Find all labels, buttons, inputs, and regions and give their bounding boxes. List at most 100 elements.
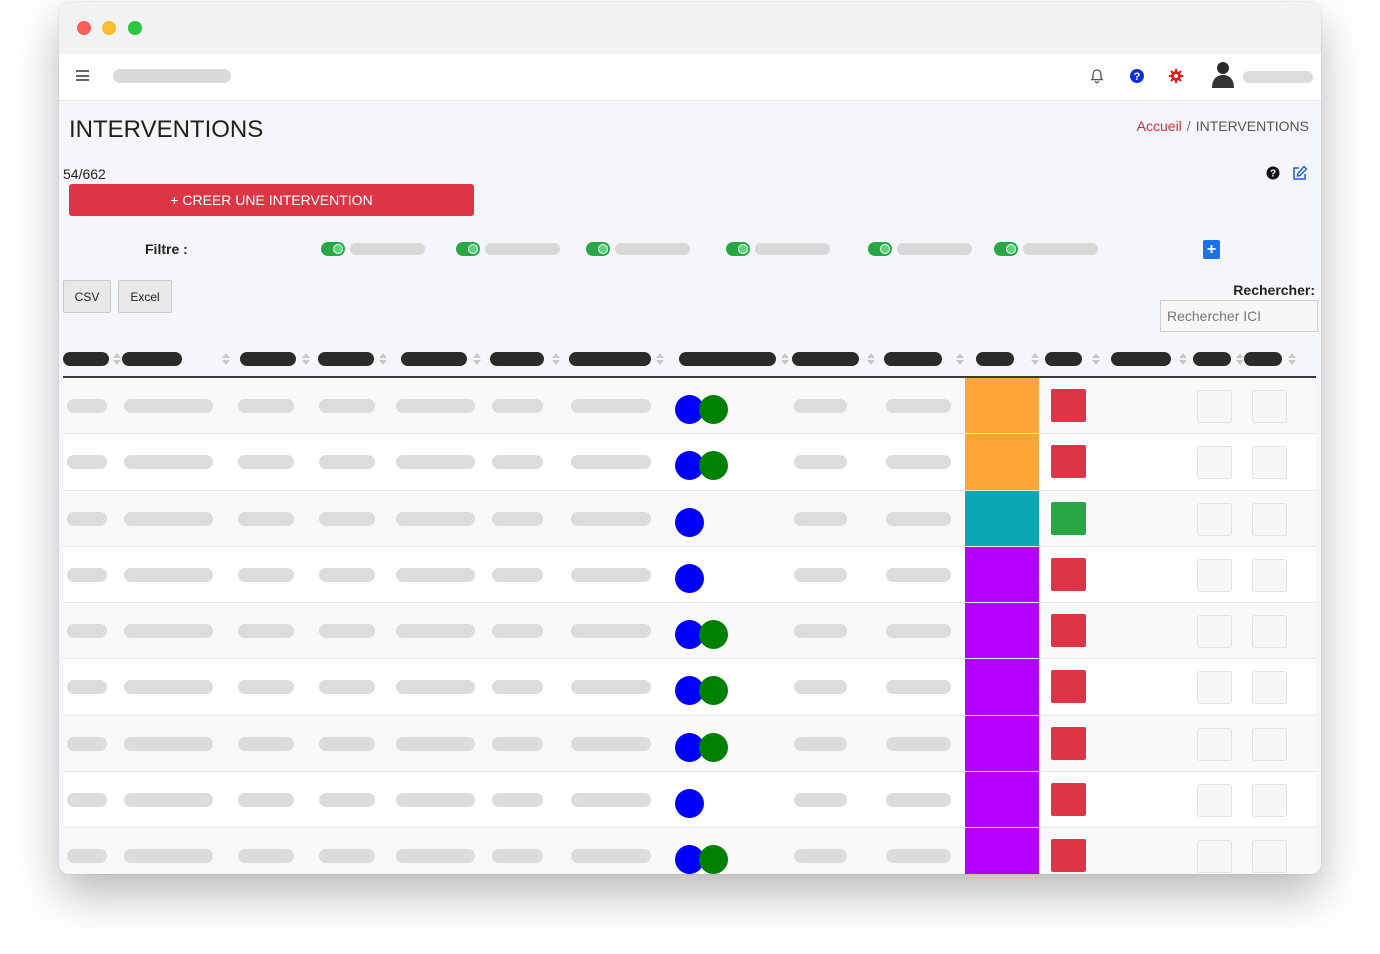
row-action-button[interactable] (1252, 558, 1287, 592)
row-action-button[interactable] (1197, 727, 1232, 761)
filter-label-placeholder (350, 243, 425, 255)
breadcrumb-separator: / (1186, 118, 1191, 134)
excel-export-button[interactable]: Excel (118, 280, 172, 313)
table-cell-placeholder (886, 399, 951, 413)
filter-toggle[interactable] (321, 242, 345, 256)
table-row[interactable] (63, 603, 1316, 660)
row-action-button[interactable] (1252, 727, 1287, 761)
row-action-button[interactable] (1197, 390, 1232, 423)
filter-toggle[interactable] (994, 242, 1018, 256)
filter-toggle[interactable] (868, 242, 892, 256)
row-action-button[interactable] (1252, 784, 1287, 818)
sort-arrows-icon[interactable] (302, 352, 310, 366)
close-window-button[interactable] (77, 21, 91, 35)
table-cell-placeholder (396, 511, 475, 526)
table-row[interactable] (63, 715, 1316, 773)
sort-arrows-icon[interactable] (781, 352, 789, 366)
row-action-button[interactable] (1252, 615, 1287, 649)
gear-icon[interactable] (1168, 68, 1184, 84)
table-row[interactable] (63, 434, 1316, 491)
table-cell-placeholder (794, 455, 847, 470)
help-icon[interactable]: ? (1266, 166, 1280, 180)
row-action-button[interactable] (1197, 502, 1232, 536)
row-action-button[interactable] (1197, 615, 1232, 649)
row-action-button[interactable] (1197, 446, 1232, 480)
table-row[interactable] (63, 378, 1316, 435)
sort-arrows-icon[interactable] (956, 352, 964, 366)
filter-toggle[interactable] (456, 242, 480, 256)
column-header[interactable] (1045, 352, 1082, 366)
table-cell-placeholder (492, 793, 543, 808)
column-header[interactable] (1244, 352, 1282, 366)
row-action-button[interactable] (1197, 671, 1232, 705)
column-header[interactable] (63, 352, 109, 366)
sort-arrows-icon[interactable] (1236, 352, 1244, 366)
add-filter-button[interactable]: + (1203, 240, 1220, 259)
user-name-placeholder[interactable] (1243, 71, 1313, 83)
column-header[interactable] (569, 352, 651, 366)
table-cell-placeholder (794, 567, 847, 582)
edit-icon[interactable] (1292, 165, 1308, 181)
table-cell-placeholder (571, 567, 651, 582)
sort-arrows-icon[interactable] (1092, 352, 1100, 366)
column-header[interactable] (976, 352, 1014, 366)
column-header[interactable] (792, 352, 859, 366)
green-indicator-dot (699, 676, 728, 706)
row-action-button[interactable] (1252, 671, 1287, 705)
column-header[interactable] (318, 352, 374, 366)
table-row[interactable] (63, 828, 1316, 874)
sort-arrows-icon[interactable] (473, 352, 481, 366)
filter-toggle[interactable] (726, 242, 750, 256)
breadcrumb-home-link[interactable]: Accueil (1136, 118, 1182, 134)
table-body (63, 378, 1316, 874)
table-row[interactable] (63, 772, 1316, 829)
row-action-button[interactable] (1252, 446, 1287, 480)
bell-icon[interactable] (1089, 68, 1105, 84)
sort-arrows-icon[interactable] (113, 352, 121, 366)
filter-toggle[interactable] (586, 242, 610, 256)
sort-arrows-icon[interactable] (1031, 352, 1039, 366)
filter-label-placeholder (485, 243, 560, 255)
column-header[interactable] (122, 352, 182, 366)
column-header[interactable] (1193, 352, 1231, 366)
column-header[interactable] (1111, 352, 1171, 366)
minimize-window-button[interactable] (102, 21, 116, 35)
hamburger-icon[interactable] (76, 70, 89, 81)
user-avatar-icon[interactable] (1209, 60, 1237, 90)
status-color-cell (965, 378, 1039, 434)
row-action-button[interactable] (1197, 784, 1232, 818)
column-header[interactable] (490, 352, 544, 366)
csv-export-button[interactable]: CSV (63, 280, 111, 313)
record-count: 54/662 (63, 166, 106, 182)
help-circle-icon[interactable]: ? (1129, 68, 1145, 84)
sort-arrows-icon[interactable] (656, 352, 664, 366)
table-cell-placeholder (794, 680, 847, 695)
table-cell-placeholder (886, 793, 951, 808)
table-cell-placeholder (67, 567, 107, 582)
status-square (1051, 839, 1086, 873)
search-input[interactable] (1160, 300, 1318, 332)
sort-arrows-icon[interactable] (1288, 352, 1296, 366)
row-action-button[interactable] (1197, 558, 1232, 592)
column-header[interactable] (240, 352, 296, 366)
row-action-button[interactable] (1252, 390, 1287, 423)
column-header[interactable] (884, 352, 942, 366)
row-action-button[interactable] (1252, 840, 1287, 874)
create-intervention-button[interactable]: + CREER UNE INTERVENTION (69, 184, 474, 216)
table-cell-placeholder (571, 736, 651, 751)
sort-arrows-icon[interactable] (379, 352, 387, 366)
row-action-button[interactable] (1197, 840, 1232, 874)
maximize-window-button[interactable] (128, 21, 142, 35)
table-cell-placeholder (886, 511, 951, 526)
sort-arrows-icon[interactable] (222, 352, 230, 366)
sort-arrows-icon[interactable] (867, 352, 875, 366)
column-header[interactable] (401, 352, 467, 366)
table-row[interactable] (63, 546, 1316, 604)
table-cell-placeholder (492, 455, 543, 470)
row-action-button[interactable] (1252, 502, 1287, 536)
table-row[interactable] (63, 490, 1316, 547)
sort-arrows-icon[interactable] (552, 352, 560, 366)
sort-arrows-icon[interactable] (1179, 352, 1187, 366)
column-header[interactable] (679, 352, 776, 366)
table-row[interactable] (63, 659, 1316, 716)
